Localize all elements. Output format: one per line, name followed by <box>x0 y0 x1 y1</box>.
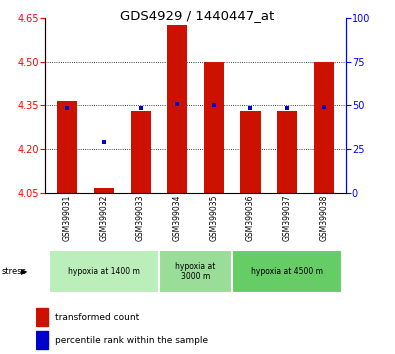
Text: hypoxia at 1400 m: hypoxia at 1400 m <box>68 267 140 276</box>
Text: GSM399038: GSM399038 <box>319 195 328 241</box>
Bar <box>167 25 187 193</box>
Bar <box>277 111 297 193</box>
Text: GSM399033: GSM399033 <box>136 195 145 241</box>
Text: hypoxia at 4500 m: hypoxia at 4500 m <box>251 267 323 276</box>
FancyBboxPatch shape <box>159 250 232 293</box>
FancyBboxPatch shape <box>232 250 342 293</box>
Text: percentile rank within the sample: percentile rank within the sample <box>55 336 208 345</box>
Bar <box>130 111 150 193</box>
Text: GSM399037: GSM399037 <box>282 195 292 241</box>
FancyBboxPatch shape <box>49 250 159 293</box>
Text: GDS4929 / 1440447_at: GDS4929 / 1440447_at <box>120 9 275 22</box>
Text: transformed count: transformed count <box>55 313 139 322</box>
Text: stress: stress <box>2 267 27 276</box>
Bar <box>241 111 261 193</box>
Bar <box>36 331 48 349</box>
Text: ▶: ▶ <box>21 267 27 276</box>
Text: hypoxia at
3000 m: hypoxia at 3000 m <box>175 262 216 281</box>
Bar <box>57 101 77 193</box>
Bar <box>94 188 114 193</box>
Bar <box>204 62 224 193</box>
Text: GSM399034: GSM399034 <box>173 195 182 241</box>
Text: GSM399035: GSM399035 <box>209 195 218 241</box>
Text: GSM399036: GSM399036 <box>246 195 255 241</box>
Bar <box>314 62 334 193</box>
Text: GSM399031: GSM399031 <box>63 195 72 241</box>
Bar <box>36 308 48 326</box>
Text: GSM399032: GSM399032 <box>100 195 109 241</box>
